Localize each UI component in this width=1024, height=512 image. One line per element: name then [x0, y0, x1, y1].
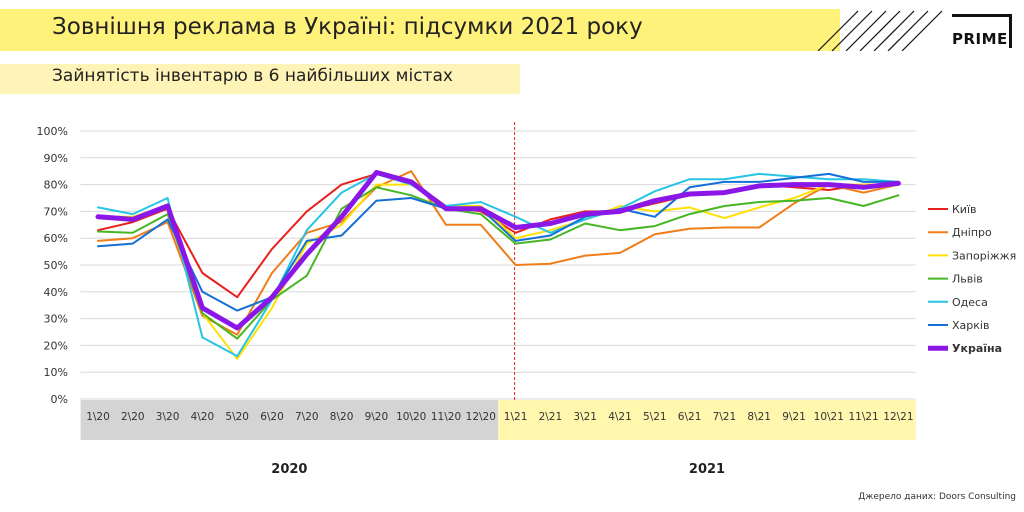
- legend-label-4: Одеса: [952, 296, 988, 309]
- x-tick-label: 7\21: [713, 411, 737, 423]
- legend-label-6: Україна: [952, 342, 1002, 355]
- x-tick-label: 11\20: [431, 411, 461, 423]
- logo-text: PRIME: [952, 30, 1008, 48]
- x-tick-label: 4\20: [191, 411, 215, 423]
- y-tick-label: 90%: [44, 152, 68, 165]
- decorative-stripes: [817, 10, 943, 51]
- series-line-2: [97, 183, 900, 360]
- x-tick-label: 2\21: [539, 411, 563, 423]
- year-label: 2020: [271, 462, 307, 477]
- series-line-0: [97, 172, 900, 299]
- x-tick-label: 5\21: [643, 411, 667, 423]
- page-subtitle: Зайнятість інвентарю в 6 найбільших міст…: [52, 66, 453, 86]
- y-tick-label: 30%: [44, 313, 68, 326]
- legend-label-3: Львів: [952, 273, 983, 286]
- x-tick-label: 9\21: [782, 411, 806, 423]
- series-line-1: [97, 170, 900, 336]
- legend-label-2: Запоріжжя: [952, 249, 1016, 262]
- x-tick-label: 9\20: [365, 411, 389, 423]
- x-tick-label: 12\20: [466, 411, 496, 423]
- y-tick-label: 70%: [44, 205, 68, 218]
- y-tick-label: 0%: [51, 393, 68, 406]
- subtitle-band: [0, 64, 520, 94]
- series-line-4: [97, 172, 900, 358]
- y-tick-label: 10%: [44, 366, 68, 379]
- y-tick-label: 40%: [44, 286, 68, 299]
- x-tick-label: 6\20: [260, 411, 284, 423]
- x-tick-label: 8\20: [330, 411, 354, 423]
- x-tick-label: 1\20: [86, 411, 110, 423]
- series-line-6: [95, 170, 901, 331]
- prime-logo: PRIME: [952, 14, 1016, 50]
- page-title: Зовнішня реклама в Україні: підсумки 202…: [52, 14, 643, 40]
- x-tick-label: 7\20: [295, 411, 319, 423]
- legend-label-1: Дніпро: [952, 226, 992, 239]
- x-tick-label: 5\20: [225, 411, 249, 423]
- y-tick-label: 60%: [44, 232, 68, 245]
- title-band: [0, 9, 840, 51]
- legend-label-0: Київ: [952, 203, 977, 216]
- logo-frame: [952, 14, 1012, 48]
- x-tick-label: 12\21: [883, 411, 913, 423]
- year-band-0: [80, 400, 499, 440]
- y-tick-label: 50%: [44, 259, 68, 272]
- series-line-5: [97, 172, 900, 312]
- x-tick-label: 10\21: [814, 411, 844, 423]
- x-tick-label: 3\20: [156, 411, 180, 423]
- legend-label-5: Харків: [952, 319, 989, 332]
- y-tick-label: 100%: [37, 125, 68, 138]
- x-tick-label: 4\21: [608, 411, 632, 423]
- x-tick-label: 6\21: [678, 411, 702, 423]
- series-line-3: [97, 186, 900, 340]
- year-band-1: [498, 400, 916, 440]
- x-tick-label: 2\20: [121, 411, 145, 423]
- occupancy-line-chart: 0% 10% 20% 30% 40% 50% 60% 70% 80% 90% 100% 1\20 2\2…: [37, 122, 1016, 477]
- x-tick-label: 3\21: [573, 411, 597, 423]
- x-tick-label: 10\20: [396, 411, 426, 423]
- year-label: 2021: [689, 462, 725, 477]
- source-note: Джерело даних: Doors Consulting: [858, 492, 1016, 502]
- x-tick-label: 8\21: [747, 411, 771, 423]
- x-tick-label: 1\21: [504, 411, 528, 423]
- y-tick-label: 80%: [44, 179, 68, 192]
- y-tick-label: 20%: [44, 339, 68, 352]
- x-tick-label: 11\21: [848, 411, 878, 423]
